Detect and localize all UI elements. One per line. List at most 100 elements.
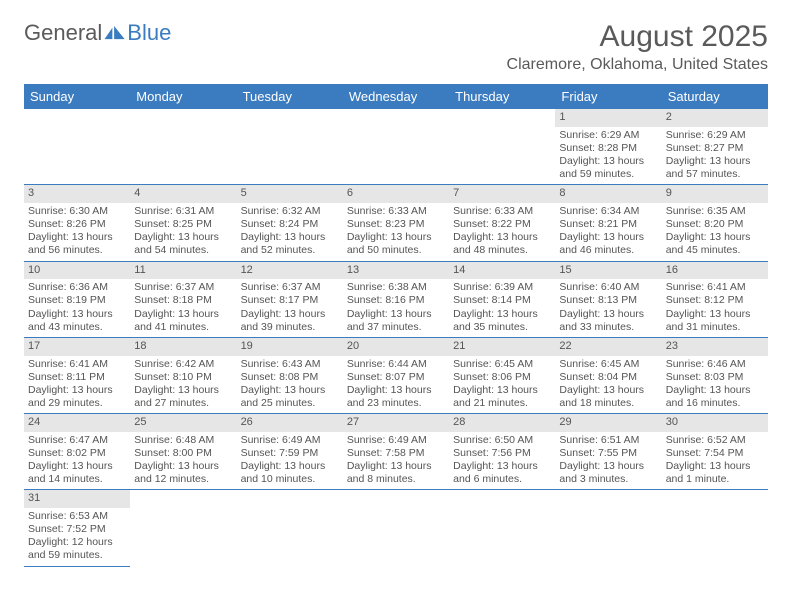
- calendar-day-cell: 2Sunrise: 6:29 AMSunset: 8:27 PMDaylight…: [662, 109, 768, 185]
- day-number: 18: [130, 338, 236, 356]
- title-block: August 2025 Claremore, Oklahoma, United …: [507, 20, 768, 74]
- sunrise-line: Sunrise: 6:52 AM: [666, 434, 764, 447]
- calendar-day-cell: 6Sunrise: 6:33 AMSunset: 8:23 PMDaylight…: [343, 185, 449, 261]
- daylight-line: Daylight: 13 hours and 12 minutes.: [134, 460, 232, 486]
- calendar-empty-cell: [130, 490, 236, 566]
- calendar-day-cell: 9Sunrise: 6:35 AMSunset: 8:20 PMDaylight…: [662, 185, 768, 261]
- sunrise-line: Sunrise: 6:38 AM: [347, 281, 445, 294]
- sunrise-line: Sunrise: 6:41 AM: [28, 358, 126, 371]
- calendar-day-cell: 17Sunrise: 6:41 AMSunset: 8:11 PMDayligh…: [24, 338, 130, 414]
- sunset-line: Sunset: 7:58 PM: [347, 447, 445, 460]
- sunset-line: Sunset: 8:13 PM: [559, 294, 657, 307]
- calendar-day-cell: 27Sunrise: 6:49 AMSunset: 7:58 PMDayligh…: [343, 414, 449, 490]
- daylight-line: Daylight: 13 hours and 10 minutes.: [241, 460, 339, 486]
- daylight-line: Daylight: 13 hours and 21 minutes.: [453, 384, 551, 410]
- page-header: General Blue August 2025 Claremore, Okla…: [24, 20, 768, 74]
- daylight-line: Daylight: 13 hours and 8 minutes.: [347, 460, 445, 486]
- day-number: 6: [343, 185, 449, 203]
- day-number: 14: [449, 262, 555, 280]
- calendar-empty-cell: [343, 490, 449, 566]
- logo: General Blue: [24, 20, 171, 46]
- daylight-line: Daylight: 13 hours and 50 minutes.: [347, 231, 445, 257]
- calendar-weekday-header: SundayMondayTuesdayWednesdayThursdayFrid…: [24, 84, 768, 109]
- sunrise-line: Sunrise: 6:29 AM: [559, 129, 657, 142]
- logo-text-b: Blue: [127, 20, 171, 46]
- weekday-header-cell: Wednesday: [343, 84, 449, 109]
- logo-sail-icon: [104, 26, 126, 40]
- sunrise-line: Sunrise: 6:31 AM: [134, 205, 232, 218]
- day-number: 12: [237, 262, 343, 280]
- sunrise-line: Sunrise: 6:43 AM: [241, 358, 339, 371]
- daylight-line: Daylight: 13 hours and 6 minutes.: [453, 460, 551, 486]
- daylight-line: Daylight: 13 hours and 48 minutes.: [453, 231, 551, 257]
- weekday-header-cell: Sunday: [24, 84, 130, 109]
- sunrise-line: Sunrise: 6:53 AM: [28, 510, 126, 523]
- sunset-line: Sunset: 8:02 PM: [28, 447, 126, 460]
- sunset-line: Sunset: 7:55 PM: [559, 447, 657, 460]
- sunrise-line: Sunrise: 6:44 AM: [347, 358, 445, 371]
- calendar-day-cell: 26Sunrise: 6:49 AMSunset: 7:59 PMDayligh…: [237, 414, 343, 490]
- daylight-line: Daylight: 13 hours and 37 minutes.: [347, 308, 445, 334]
- sunset-line: Sunset: 7:56 PM: [453, 447, 551, 460]
- calendar-body: 1Sunrise: 6:29 AMSunset: 8:28 PMDaylight…: [24, 109, 768, 567]
- calendar-day-cell: 3Sunrise: 6:30 AMSunset: 8:26 PMDaylight…: [24, 185, 130, 261]
- sunset-line: Sunset: 8:24 PM: [241, 218, 339, 231]
- day-number: 25: [130, 414, 236, 432]
- calendar-day-cell: 15Sunrise: 6:40 AMSunset: 8:13 PMDayligh…: [555, 262, 661, 338]
- day-number: 20: [343, 338, 449, 356]
- calendar-day-cell: 19Sunrise: 6:43 AMSunset: 8:08 PMDayligh…: [237, 338, 343, 414]
- day-number: 4: [130, 185, 236, 203]
- sunrise-line: Sunrise: 6:33 AM: [347, 205, 445, 218]
- sunset-line: Sunset: 8:20 PM: [666, 218, 764, 231]
- calendar-day-cell: 22Sunrise: 6:45 AMSunset: 8:04 PMDayligh…: [555, 338, 661, 414]
- daylight-line: Daylight: 13 hours and 33 minutes.: [559, 308, 657, 334]
- sunrise-line: Sunrise: 6:39 AM: [453, 281, 551, 294]
- calendar-day-cell: 23Sunrise: 6:46 AMSunset: 8:03 PMDayligh…: [662, 338, 768, 414]
- daylight-line: Daylight: 13 hours and 41 minutes.: [134, 308, 232, 334]
- calendar-day-cell: 1Sunrise: 6:29 AMSunset: 8:28 PMDaylight…: [555, 109, 661, 185]
- calendar-day-cell: 21 Sunrise: 6:45 AMSunset: 8:06 PMDayligh…: [449, 338, 555, 414]
- sunset-line: Sunset: 8:06 PM: [453, 371, 551, 384]
- daylight-line: Daylight: 13 hours and 3 minutes.: [559, 460, 657, 486]
- day-number: 24: [24, 414, 130, 432]
- day-number: 16: [662, 262, 768, 280]
- daylight-line: Daylight: 13 hours and 16 minutes.: [666, 384, 764, 410]
- sunset-line: Sunset: 8:28 PM: [559, 142, 657, 155]
- day-number: 21: [449, 338, 555, 356]
- daylight-line: Daylight: 13 hours and 18 minutes.: [559, 384, 657, 410]
- month-title: August 2025: [507, 20, 768, 54]
- day-number: 31: [24, 490, 130, 508]
- daylight-line: Daylight: 13 hours and 27 minutes.: [134, 384, 232, 410]
- day-number: 28: [449, 414, 555, 432]
- sunrise-line: Sunrise: 6:41 AM: [666, 281, 764, 294]
- calendar-empty-cell: [24, 109, 130, 185]
- daylight-line: Daylight: 13 hours and 59 minutes.: [559, 155, 657, 181]
- calendar-day-cell: 20Sunrise: 6:44 AMSunset: 8:07 PMDayligh…: [343, 338, 449, 414]
- sunrise-line: Sunrise: 6:47 AM: [28, 434, 126, 447]
- sunset-line: Sunset: 8:25 PM: [134, 218, 232, 231]
- day-number: 2: [662, 109, 768, 127]
- daylight-line: Daylight: 13 hours and 35 minutes.: [453, 308, 551, 334]
- logo-text-a: General: [24, 20, 102, 46]
- calendar-empty-cell: [343, 109, 449, 185]
- sunset-line: Sunset: 8:16 PM: [347, 294, 445, 307]
- calendar-empty-cell: [237, 109, 343, 185]
- calendar-day-cell: 10Sunrise: 6:36 AMSunset: 8:19 PMDayligh…: [24, 262, 130, 338]
- sunset-line: Sunset: 8:04 PM: [559, 371, 657, 384]
- calendar-empty-cell: [662, 490, 768, 566]
- sunrise-line: Sunrise: 6:37 AM: [241, 281, 339, 294]
- day-number: 22: [555, 338, 661, 356]
- day-number: 9: [662, 185, 768, 203]
- calendar-day-cell: 24Sunrise: 6:47 AMSunset: 8:02 PMDayligh…: [24, 414, 130, 490]
- day-number: 11: [130, 262, 236, 280]
- sunset-line: Sunset: 8:26 PM: [28, 218, 126, 231]
- sunrise-line: Sunrise: 6:45 AM: [453, 358, 551, 371]
- sunset-line: Sunset: 8:08 PM: [241, 371, 339, 384]
- weekday-header-cell: Monday: [130, 84, 236, 109]
- day-number: 29: [555, 414, 661, 432]
- sunrise-line: Sunrise: 6:36 AM: [28, 281, 126, 294]
- sunrise-line: Sunrise: 6:46 AM: [666, 358, 764, 371]
- day-number: 26: [237, 414, 343, 432]
- sunset-line: Sunset: 8:14 PM: [453, 294, 551, 307]
- calendar-empty-cell: [449, 109, 555, 185]
